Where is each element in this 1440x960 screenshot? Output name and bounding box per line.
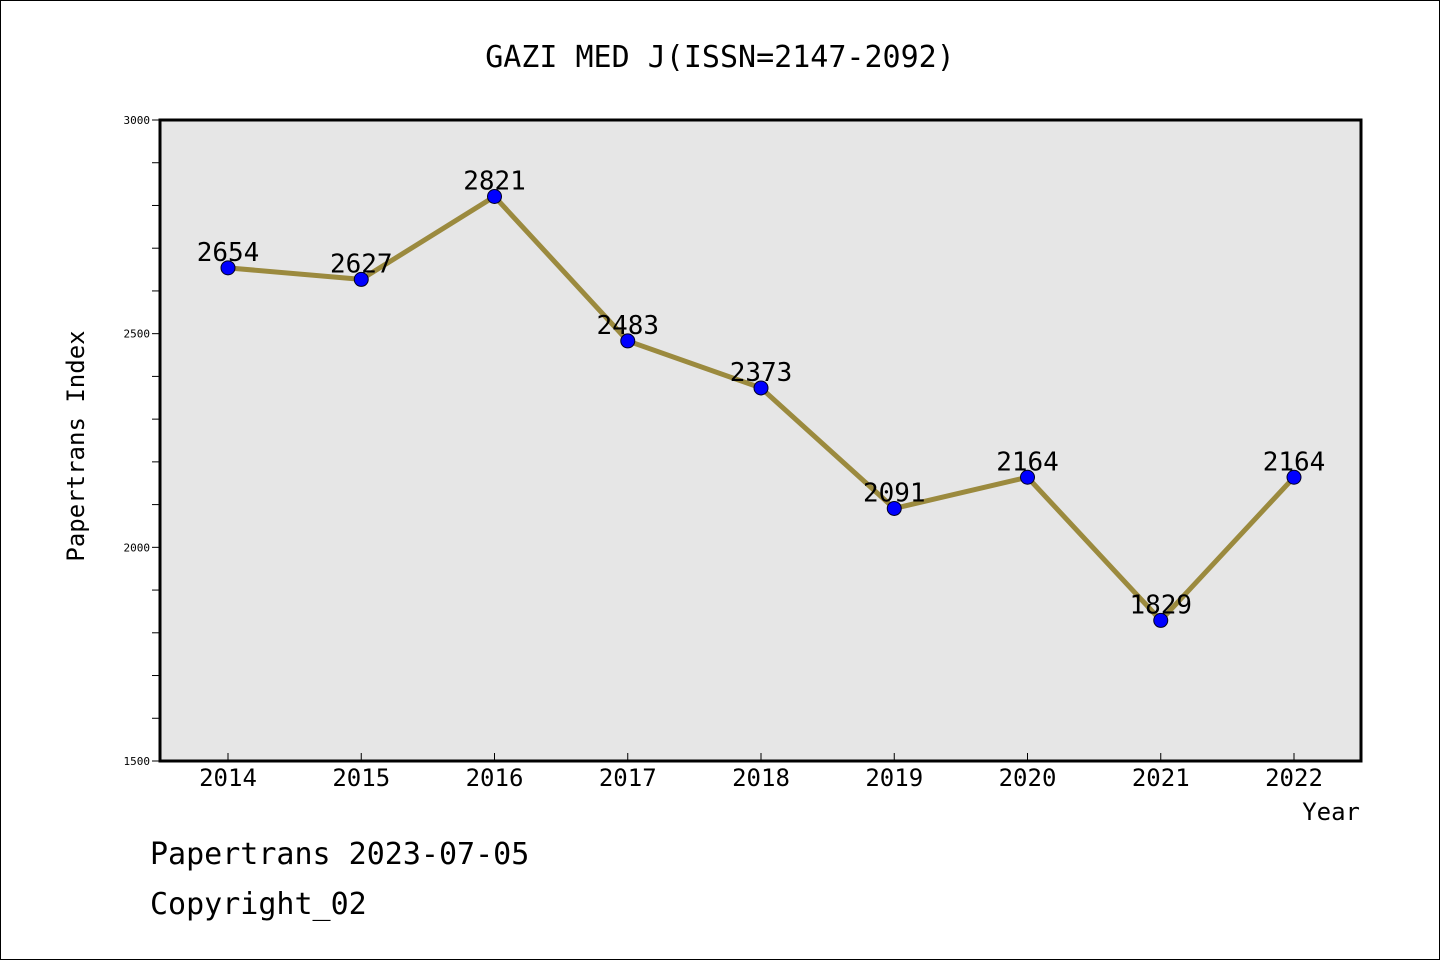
data-point [1020, 469, 1035, 485]
data-label: 2627 [330, 249, 393, 279]
x-tick-label: 2015 [332, 764, 390, 792]
y-axis-label: Papertrans Index [62, 330, 90, 561]
data-label: 2164 [1263, 447, 1326, 477]
x-axis-label: Year [1302, 798, 1360, 826]
x-tick-label: 2017 [599, 764, 657, 792]
data-point [1286, 469, 1302, 485]
series-markers [220, 188, 1302, 628]
data-label: 1829 [1129, 590, 1192, 620]
data-point [220, 260, 236, 276]
data-label: 2091 [863, 478, 926, 508]
data-label: 2483 [596, 311, 659, 341]
data-labels: 2654 2627 2821 2483 2373 2091 2164 1829 2164 [197, 166, 1326, 620]
x-tick-label: 2021 [1132, 764, 1190, 792]
data-point [620, 333, 636, 349]
data-point [487, 188, 502, 204]
y-tick-label: 3000 [124, 114, 151, 127]
plot-area [158, 118, 1363, 763]
data-label: 2373 [730, 358, 793, 388]
x-tick-label: 2014 [199, 764, 257, 792]
y-tick-label: 2000 [124, 541, 151, 554]
data-point [1153, 612, 1169, 628]
x-axis-ticks: 2014 2015 2016 2017 2018 2019 2020 2021 2022 [199, 753, 1323, 792]
data-point [753, 380, 769, 396]
y-tick-label: 2500 [124, 328, 151, 341]
x-tick-label: 2022 [1265, 764, 1323, 792]
data-label: 2821 [463, 166, 526, 196]
chart-title: GAZI MED J(ISSN=2147-2092) [485, 40, 955, 75]
data-point [886, 500, 902, 516]
x-tick-label: 2019 [865, 764, 923, 792]
data-label: 2654 [197, 238, 260, 268]
data-point [353, 271, 369, 287]
x-tick-label: 2020 [999, 764, 1057, 792]
footer-copyright: Copyright_02 [150, 887, 367, 922]
footer-date: Papertrans 2023-07-05 [150, 837, 529, 872]
y-axis-ticks: 1500 2000 2500 3000 [124, 114, 160, 768]
x-tick-label: 2016 [466, 764, 524, 792]
data-label: 2164 [996, 447, 1059, 477]
y-tick-label: 1500 [124, 755, 151, 768]
x-tick-label: 2018 [732, 764, 790, 792]
